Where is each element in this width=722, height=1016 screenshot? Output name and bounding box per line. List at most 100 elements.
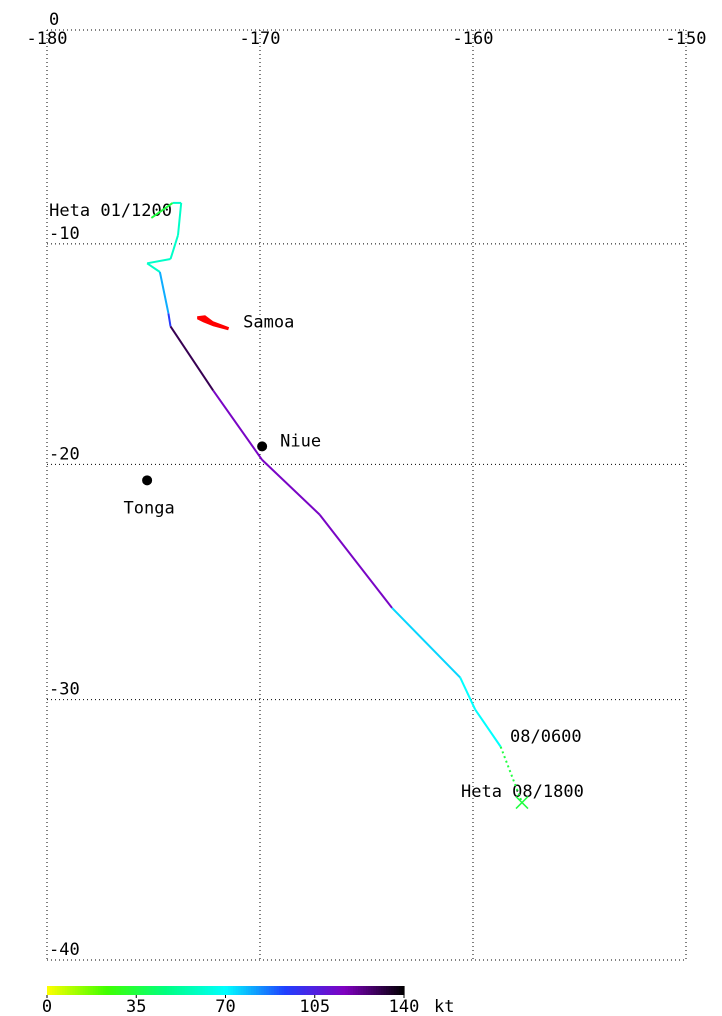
colorbar-swatch xyxy=(299,986,303,995)
colorbar-swatch xyxy=(365,986,369,995)
y-tick-label: -20 xyxy=(49,444,80,464)
colorbar-swatch xyxy=(189,986,193,995)
track-segment xyxy=(146,262,161,273)
track-segment xyxy=(459,677,477,710)
track-segment xyxy=(318,513,393,609)
colorbar-swatch xyxy=(327,986,331,995)
colorbar-swatch xyxy=(184,986,188,995)
colorbar-swatch xyxy=(388,986,392,995)
colorbar-tick-label: 140 xyxy=(389,997,420,1016)
colorbar-swatch xyxy=(200,986,204,995)
colorbar-swatch xyxy=(291,986,295,995)
island xyxy=(197,315,230,331)
colorbar-swatch xyxy=(57,986,61,995)
colorbar-swatch xyxy=(115,986,119,995)
colorbar-swatch xyxy=(197,986,201,995)
colorbar-tick-label: 70 xyxy=(215,997,235,1016)
colorbar-swatch xyxy=(273,986,278,995)
colorbar-swatch xyxy=(263,986,267,995)
colorbar-swatch xyxy=(212,986,216,995)
colorbar-swatch xyxy=(108,986,112,995)
colorbar-swatch xyxy=(235,986,239,995)
y-tick-label: -40 xyxy=(49,940,80,960)
y-tick-label: -10 xyxy=(49,224,80,244)
colorbar-unit: kt xyxy=(434,997,454,1016)
colorbar-swatch xyxy=(103,986,107,995)
colorbar-swatch xyxy=(304,986,308,995)
colorbar-swatch xyxy=(100,986,104,995)
colorbar-swatch xyxy=(271,986,275,995)
colorbar-swatch xyxy=(169,986,173,995)
colorbar-swatch xyxy=(118,986,122,995)
track-segment xyxy=(169,325,214,392)
colorbar-swatch xyxy=(75,986,79,995)
colorbar-swatch xyxy=(345,986,349,995)
colorbar-swatch xyxy=(340,986,344,995)
colorbar-swatch xyxy=(187,986,191,995)
colorbar-swatch xyxy=(210,986,214,995)
colorbar-swatch xyxy=(363,986,367,995)
colorbar-swatch xyxy=(358,986,362,995)
colorbar-swatch xyxy=(302,986,306,995)
colorbar-swatch xyxy=(222,986,227,995)
colorbar-tick-label: 35 xyxy=(126,997,146,1016)
colorbar-swatch xyxy=(59,986,63,995)
colorbar-swatch xyxy=(296,986,301,995)
colorbar-swatch xyxy=(133,986,137,995)
colorbar-tick-label: 105 xyxy=(299,997,330,1016)
colorbar-swatch xyxy=(87,986,91,995)
colorbar-swatch xyxy=(52,986,56,995)
place-label: Tonga xyxy=(124,498,175,518)
y-tick-label: 0 xyxy=(49,10,59,30)
colorbar-swatch xyxy=(401,986,405,995)
colorbar-swatch xyxy=(220,986,224,995)
colorbar-swatch xyxy=(284,986,288,995)
colorbar-swatch xyxy=(256,986,260,995)
colorbar-swatch xyxy=(258,986,262,995)
colorbar-swatch xyxy=(309,986,313,995)
track-segment xyxy=(169,234,179,260)
x-tick-label: -150 xyxy=(666,29,707,49)
colorbar-swatch xyxy=(113,986,117,995)
colorbar-swatch xyxy=(136,986,140,995)
colorbar-swatch xyxy=(360,986,364,995)
colorbar-swatch xyxy=(138,986,142,995)
colorbar-swatch xyxy=(398,986,403,995)
colorbar-swatch xyxy=(347,986,352,995)
place-dot xyxy=(257,441,268,452)
x-tick-label: -170 xyxy=(240,29,281,49)
colorbar-swatch xyxy=(154,986,158,995)
track-segment xyxy=(158,271,170,314)
colorbar-swatch xyxy=(69,986,74,995)
end-label: Heta 08/1800 xyxy=(461,782,584,802)
colorbar-swatch xyxy=(131,986,135,995)
colorbar-swatch xyxy=(253,986,257,995)
colorbar-swatch xyxy=(192,986,196,995)
colorbar-swatch xyxy=(294,986,298,995)
colorbar-swatch xyxy=(381,986,385,995)
y-tick-label: -30 xyxy=(49,680,80,700)
colorbar-swatch xyxy=(64,986,68,995)
colorbar-swatch xyxy=(105,986,109,995)
colorbar-swatch xyxy=(386,986,390,995)
colorbar-swatch xyxy=(261,986,265,995)
colorbar-swatch xyxy=(289,986,293,995)
colorbar-swatch xyxy=(312,986,316,995)
colorbar-swatch xyxy=(85,986,89,995)
colorbar-swatch xyxy=(128,986,132,995)
colorbar-swatch xyxy=(141,986,145,995)
colorbar-swatch xyxy=(110,986,114,995)
place-label: Niue xyxy=(280,431,321,451)
colorbar-swatch xyxy=(217,986,221,995)
colorbar-swatch xyxy=(248,986,252,995)
colorbar-swatch xyxy=(281,986,285,995)
colorbar-swatch xyxy=(207,986,211,995)
colorbar-swatch xyxy=(307,986,311,995)
colorbar-swatch xyxy=(171,986,176,995)
track-end-marker xyxy=(515,796,529,810)
colorbar-swatch xyxy=(98,986,102,995)
colorbar-swatch xyxy=(391,986,395,995)
colorbar-swatch xyxy=(383,986,387,995)
